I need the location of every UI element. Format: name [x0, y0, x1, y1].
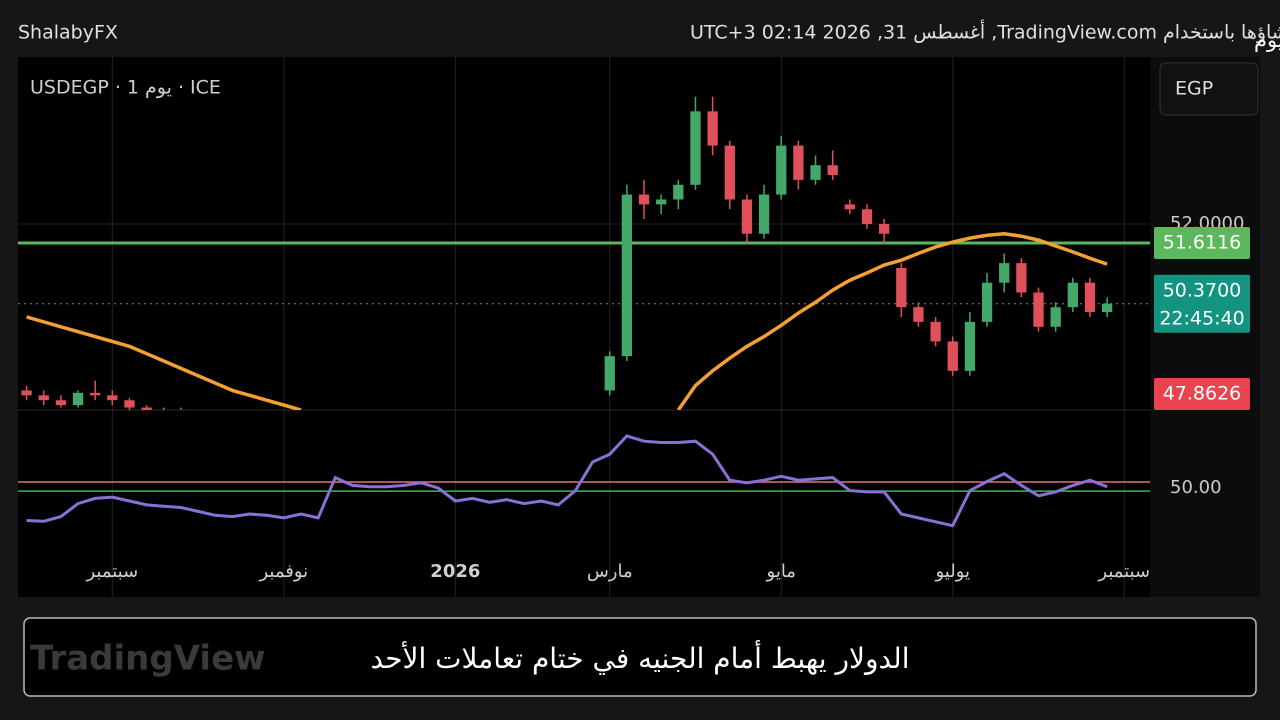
rsi-tick-label: 50.00	[1170, 477, 1222, 498]
x-tick-label: سبتمبر	[85, 561, 138, 582]
candle-body	[999, 263, 1010, 283]
candle-body	[810, 165, 821, 180]
price-label-box	[1154, 226, 1250, 259]
candle-body	[913, 307, 924, 322]
moving-average	[26, 315, 302, 410]
candle-body	[981, 282, 993, 322]
candle-body	[690, 111, 701, 185]
candle-body	[621, 194, 633, 357]
candle-body	[741, 199, 753, 234]
candle-body	[879, 223, 890, 234]
candle-body	[38, 395, 49, 401]
x-tick-label: سبتمبر	[1097, 561, 1150, 582]
price-label: 47.8626	[1163, 383, 1242, 405]
symbol: USDEGP · 1 يوم · ICE	[30, 77, 221, 99]
candle-body	[1067, 282, 1078, 308]
countdown: 22:45:40	[1159, 307, 1244, 329]
candle-body	[656, 199, 667, 205]
candle-body	[930, 321, 941, 342]
x-tick-label: يوليو	[934, 561, 970, 582]
candle-body	[21, 390, 32, 396]
candle-body	[827, 165, 838, 175]
candle-body	[947, 341, 958, 371]
price-label: 50.3700	[1163, 279, 1242, 301]
candle-body	[604, 356, 615, 391]
price-label-box	[1154, 378, 1250, 410]
candle-body	[124, 400, 135, 408]
author: ShalabyFX	[18, 22, 118, 44]
candle-body	[638, 194, 650, 205]
header: تم إنشاؤها باستخدام TradingView.com, أغس…	[690, 20, 1280, 45]
watermark: TradingView	[30, 639, 266, 679]
x-tick-label: 2026	[430, 561, 480, 582]
candle-body	[724, 145, 735, 200]
candle-body	[72, 392, 84, 406]
candle-body	[707, 111, 718, 146]
x-tick-label: مارس	[587, 561, 633, 582]
rsi-line	[26, 434, 1108, 528]
candle-body	[1050, 307, 1061, 327]
moving-average	[676, 231, 1108, 410]
price-label-box	[1154, 274, 1250, 333]
candle-body	[1101, 303, 1113, 313]
caption-box	[23, 617, 1257, 697]
candle-body	[776, 145, 787, 195]
candle-body	[1016, 263, 1027, 293]
candle-body	[844, 204, 855, 210]
candle-body	[758, 194, 770, 234]
panel-title: أحداث اليوم	[1254, 26, 1280, 52]
currency[interactable]: EGP	[1175, 78, 1213, 100]
candle-body	[861, 209, 873, 224]
candle-body	[55, 400, 67, 406]
x-tick-label: مايو	[766, 561, 796, 582]
candle-body	[141, 407, 152, 410]
candle-body	[107, 395, 118, 401]
candle-body	[1084, 282, 1096, 313]
candle-body	[793, 145, 804, 180]
currency-button[interactable]	[1159, 62, 1259, 116]
candle-body	[964, 321, 976, 371]
x-tick-label: نوفمبر	[259, 561, 309, 582]
plot-background	[18, 57, 1150, 597]
price-label: 51.6116	[1163, 231, 1242, 253]
candle-body	[1033, 292, 1044, 327]
candle-body	[896, 268, 907, 308]
candle-body	[673, 184, 684, 200]
caption: الدولار يهبط أمام الجنيه في ختام تعاملات…	[371, 639, 910, 675]
candle-body	[90, 392, 101, 396]
